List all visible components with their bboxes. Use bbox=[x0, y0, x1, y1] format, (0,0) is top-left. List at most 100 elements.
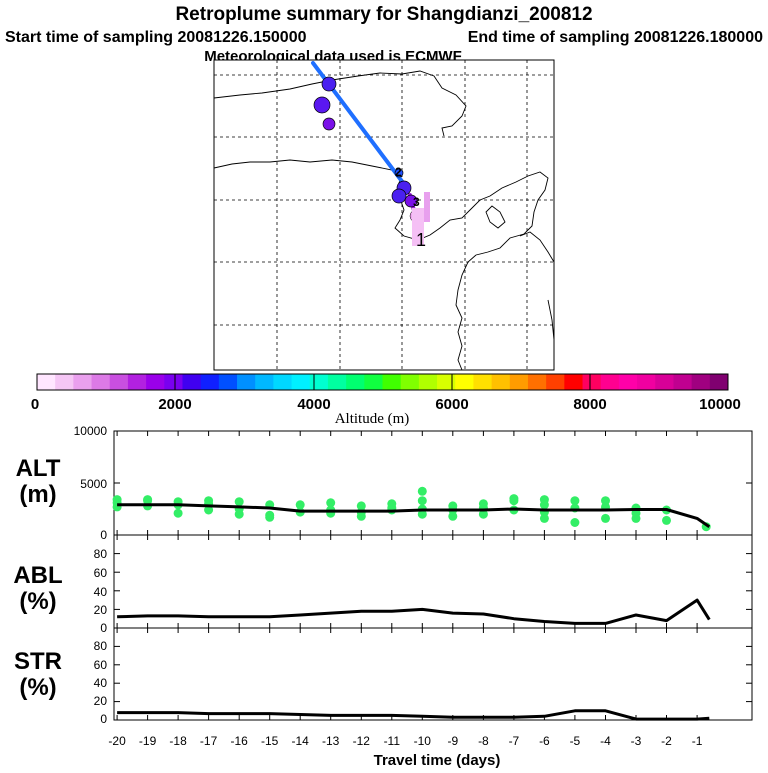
colorbar-cell bbox=[273, 374, 293, 390]
colorbar-cell bbox=[164, 374, 183, 390]
x-tick-label: -7 bbox=[509, 734, 520, 748]
series-line bbox=[117, 503, 711, 528]
marker-label-1: 1 bbox=[416, 230, 426, 250]
colorbar-cell bbox=[182, 374, 202, 390]
colorbar-cell bbox=[546, 374, 565, 390]
abl-panel-unit: (%) bbox=[19, 588, 56, 615]
scatter-point bbox=[662, 515, 671, 525]
x-tick-label: -5 bbox=[570, 734, 581, 748]
scatter-point bbox=[417, 496, 427, 506]
alt-y-tick: 5000 bbox=[80, 477, 107, 491]
scatter-point bbox=[204, 505, 214, 515]
colorbar-cell bbox=[437, 374, 456, 390]
scatter-point bbox=[448, 511, 458, 521]
colorbar-cell bbox=[73, 374, 93, 390]
scatter-point bbox=[601, 513, 610, 523]
str-panel-frame bbox=[113, 627, 753, 721]
coastlines bbox=[213, 70, 555, 371]
x-tick-label: -2 bbox=[661, 734, 672, 748]
colorbar-cell bbox=[218, 374, 238, 390]
colorbar-cell bbox=[55, 374, 74, 390]
cluster-marker bbox=[322, 117, 336, 131]
x-tick-label: -12 bbox=[353, 734, 371, 748]
colorbar-cell bbox=[237, 374, 256, 390]
x-tick-label: -15 bbox=[261, 734, 279, 748]
colorbar-cell bbox=[400, 374, 420, 390]
scatter-point bbox=[509, 496, 519, 506]
colorbar-cell bbox=[637, 374, 656, 390]
colorbar-cell bbox=[455, 374, 474, 390]
colorbar-frame bbox=[36, 373, 729, 391]
scatter-point bbox=[601, 496, 610, 506]
x-axis-label: Travel time (days) bbox=[374, 752, 501, 768]
colorbar-cell bbox=[673, 374, 693, 390]
scatter-point bbox=[570, 496, 580, 506]
scatter-point bbox=[417, 509, 427, 519]
alt-y-tick: 0 bbox=[100, 528, 107, 542]
colorbar-tick: 8000 bbox=[573, 396, 606, 413]
x-tick-label: -1 bbox=[692, 734, 703, 748]
colorbar-tick: 0 bbox=[31, 396, 39, 413]
str-panel-unit: (%) bbox=[19, 674, 56, 701]
x-tick-label: -14 bbox=[292, 734, 310, 748]
cluster-marker bbox=[404, 194, 418, 208]
scatter-point bbox=[356, 511, 366, 521]
abl-y-tick: 40 bbox=[94, 585, 108, 599]
colorbar-label: Altitude (m) bbox=[335, 411, 410, 427]
scatter-point bbox=[356, 501, 366, 511]
colorbar-cell bbox=[327, 374, 347, 390]
x-tick-label: -16 bbox=[231, 734, 249, 748]
series-line bbox=[117, 709, 710, 721]
colorbar-cell bbox=[255, 374, 274, 390]
cluster-marker bbox=[394, 168, 404, 178]
start-time: Start time of sampling 20081226.150000 bbox=[5, 29, 307, 46]
x-tick-label: -9 bbox=[447, 734, 458, 748]
marker-label-2: 2 bbox=[395, 165, 402, 179]
colorbar-cell bbox=[564, 374, 584, 390]
x-tick-label: -17 bbox=[200, 734, 218, 748]
map-frame bbox=[213, 59, 555, 371]
abl-panel-frame bbox=[113, 534, 753, 629]
colorbar-cell bbox=[37, 374, 56, 390]
scatter-point bbox=[539, 513, 549, 523]
colorbar-cell bbox=[691, 374, 711, 390]
cluster-marker bbox=[313, 96, 331, 114]
colorbar-cell bbox=[600, 374, 620, 390]
series-line bbox=[117, 598, 711, 625]
colorbar-cell bbox=[618, 374, 638, 390]
colorbar-tick: 2000 bbox=[158, 396, 191, 413]
plume-markers: 2 3 1 bbox=[313, 76, 430, 250]
colorbar-cell bbox=[418, 374, 438, 390]
abl-y-tick: 80 bbox=[94, 547, 108, 561]
plot-marks bbox=[112, 486, 711, 721]
abl-y-tick: 20 bbox=[94, 603, 108, 617]
colorbar-cell bbox=[509, 374, 529, 390]
colorbar-cell bbox=[91, 374, 111, 390]
scatter-point bbox=[173, 508, 183, 518]
x-tick-label: -4 bbox=[600, 734, 611, 748]
colorbar-cell bbox=[655, 374, 674, 390]
colorbar: 0 2000 4000 6000 8000 10000 Altitude (m) bbox=[31, 373, 741, 427]
colorbar-cell bbox=[382, 374, 402, 390]
scatter-point bbox=[295, 500, 305, 510]
colorbar-cell bbox=[582, 374, 602, 390]
colorbar-cell bbox=[146, 374, 165, 390]
abl-y-tick: 0 bbox=[100, 621, 107, 635]
str-y-tick: 0 bbox=[100, 712, 107, 726]
colorbar-cell bbox=[109, 374, 129, 390]
colorbar-tick: 6000 bbox=[435, 396, 468, 413]
scatter-point bbox=[570, 518, 580, 527]
colorbar-cell bbox=[291, 374, 311, 390]
str-y-tick: 60 bbox=[94, 658, 108, 672]
alt-y-tick: 10000 bbox=[74, 424, 108, 438]
x-tick-label: -8 bbox=[478, 734, 489, 748]
scatter-point bbox=[539, 500, 549, 510]
cluster-marker bbox=[321, 76, 337, 92]
colorbar-cell bbox=[309, 374, 329, 390]
scatter-point bbox=[478, 509, 488, 519]
figure-title: Retroplume summary for Shangdianzi_20081… bbox=[175, 4, 592, 25]
x-tick-label: -20 bbox=[108, 734, 126, 748]
x-tick-label: -18 bbox=[169, 734, 187, 748]
scatter-point bbox=[234, 509, 244, 519]
